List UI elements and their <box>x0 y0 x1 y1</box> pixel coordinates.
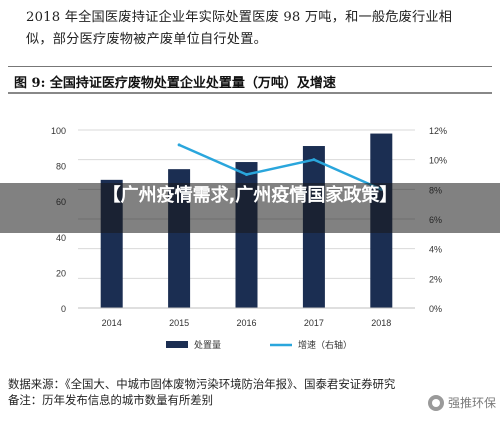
right-axis-tick-label: 10% <box>429 156 447 166</box>
source-line: 数据来源：《全国大、中城市固体废物污染环境防治年报》、国泰君安证券研究 <box>8 377 396 391</box>
top-divider <box>8 66 492 67</box>
wechat-logo-icon <box>427 394 444 411</box>
intro-paragraph: 2018 年全国医废持证企业年实际处置医废 98 万吨，和一般危废行业相 似，部… <box>26 7 486 51</box>
legend-line-label: 增速（右轴） <box>298 339 352 351</box>
x-axis-tick-label: 2018 <box>371 318 391 328</box>
x-axis-tick-label: 2017 <box>304 318 324 328</box>
right-axis-tick-label: 0% <box>429 304 442 314</box>
intro-line-2: 似，部分医疗废物被产废单位自行处置。 <box>26 32 267 47</box>
growth-point <box>245 173 248 176</box>
growth-point <box>177 143 181 147</box>
right-axis-tick-label: 2% <box>429 274 442 284</box>
left-axis-tick-label: 100 <box>51 126 66 136</box>
growth-point <box>312 158 316 162</box>
watermark: 强推环保 <box>427 394 496 411</box>
legend-bar-swatch <box>166 341 188 348</box>
source-note: 数据来源：《全国大、中城市固体废物污染环境防治年报》、国泰君安证券研究 备注：历… <box>8 376 494 408</box>
x-axis-tick-label: 2016 <box>236 318 256 328</box>
growth-series-line <box>178 143 382 191</box>
overlay-banner <box>0 183 500 233</box>
right-axis-tick-label: 4% <box>429 245 442 255</box>
intro-line-1: 2018 年全国医废持证企业年实际处置医废 98 万吨，和一般危废行业相 <box>26 10 453 25</box>
right-axis-tick-label: 12% <box>429 126 447 136</box>
left-axis-tick-label: 0 <box>61 304 66 314</box>
title-divider <box>8 92 492 94</box>
left-axis-tick-label: 80 <box>56 162 66 172</box>
remark-line: 备注：历年发布信息的城市数量有所差别 <box>8 393 214 407</box>
watermark-text: 强推环保 <box>447 396 496 410</box>
left-axis-tick-label: 40 <box>56 233 66 243</box>
overlay-text: 【广州疫情需求,广州疫情国家政策】 <box>102 185 398 206</box>
left-axis-tick-label: 20 <box>56 268 66 278</box>
x-axis-tick-label: 2015 <box>169 318 189 328</box>
x-axis-tick-label: 2014 <box>102 318 122 328</box>
figure-title: 图 9: 全国持证医疗废物处置企业处置量（万吨）及增速 <box>14 76 336 91</box>
legend-bar-label: 处置量 <box>194 339 221 351</box>
